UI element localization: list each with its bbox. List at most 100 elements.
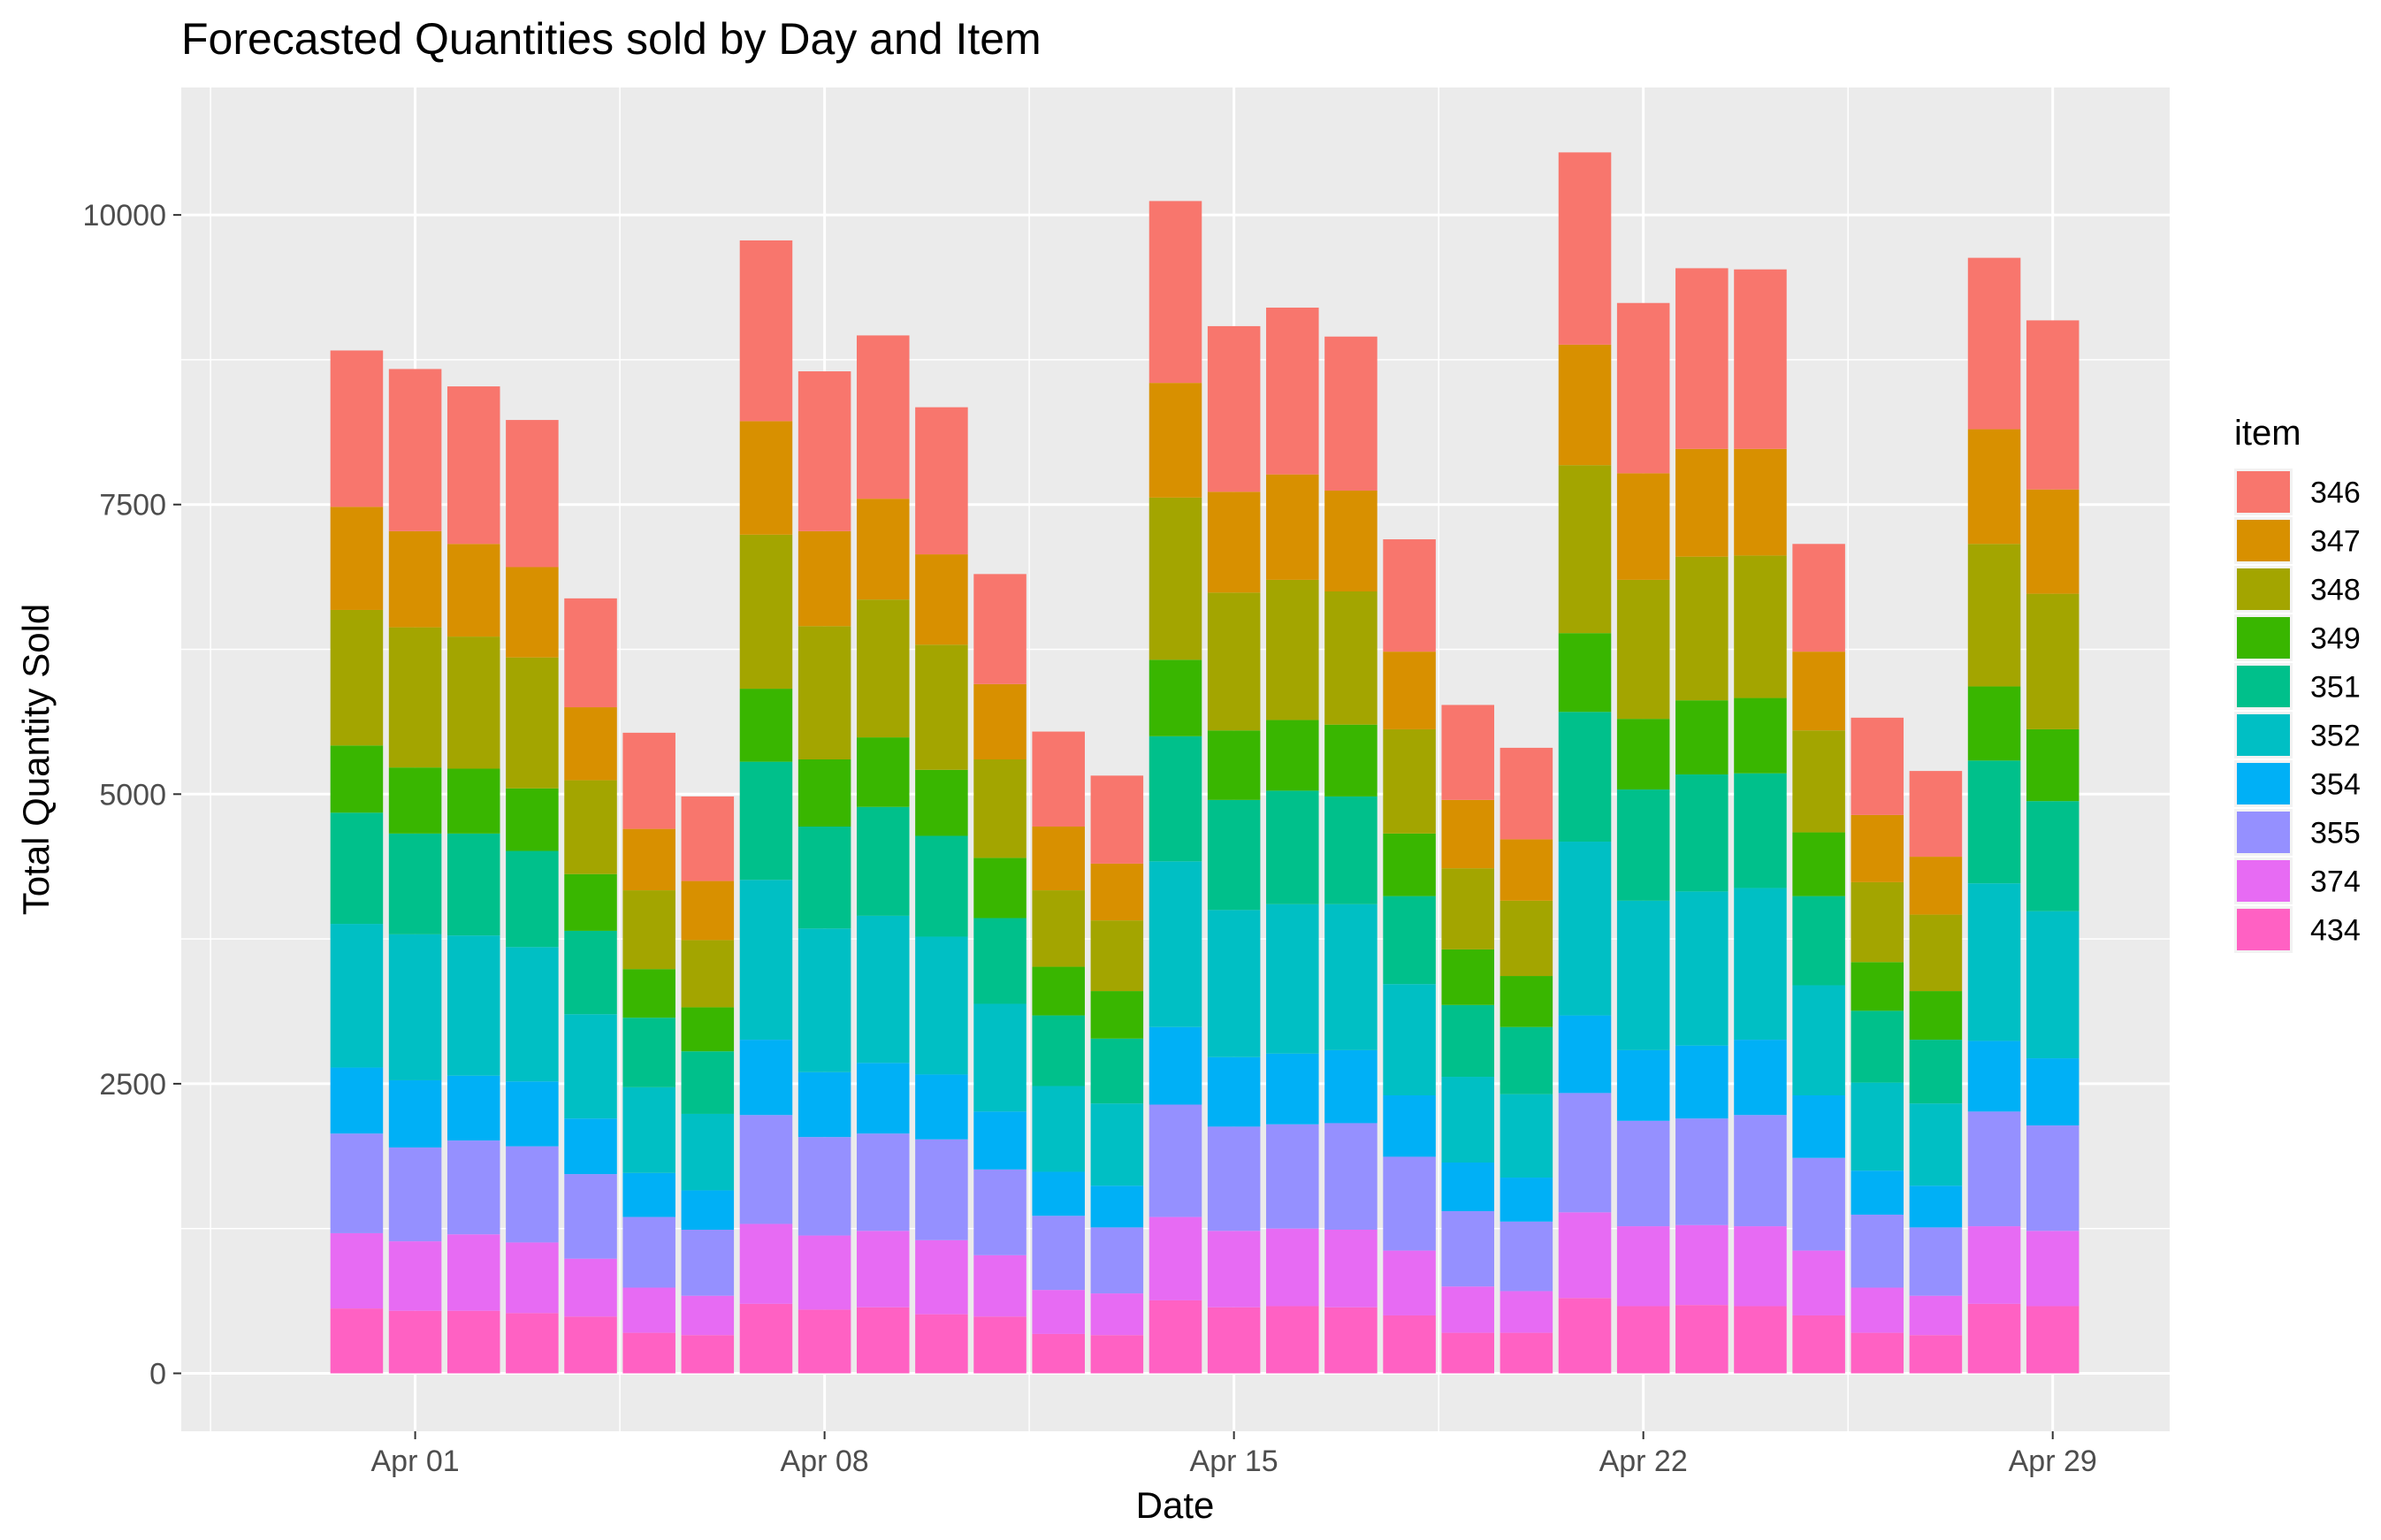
chart-title: Forecasted Quantities sold by Day and It…: [181, 14, 1042, 64]
bar-segment-349: [1792, 832, 1845, 896]
bar-segment-355: [1383, 1156, 1436, 1251]
x-tick-label: Apr 15: [1190, 1445, 1278, 1478]
bar-stack: [1909, 771, 1963, 1374]
y-tick-label: 10000: [82, 199, 166, 233]
legend-swatch: [2237, 714, 2290, 756]
bar-segment-347: [506, 567, 559, 658]
bar-segment-434: [1266, 1306, 1319, 1374]
legend-item: 434: [2234, 906, 2361, 953]
bar-stack: [1851, 717, 1904, 1374]
bar-segment-351: [797, 827, 851, 929]
bar-segment-347: [1967, 429, 2021, 545]
bar-segment-355: [973, 1169, 1026, 1255]
legend: item 346 347 348 349 351 352 354 355 374 434: [2234, 414, 2361, 953]
bar-segment-354: [1266, 1053, 1319, 1125]
bar-segment-347: [1851, 814, 1904, 882]
bar-segment-348: [1851, 881, 1904, 963]
bar-segment-434: [1616, 1306, 1670, 1374]
bar-stack: [1032, 731, 1085, 1374]
legend-swatch: [2237, 860, 2290, 902]
bar-segment-348: [973, 759, 1026, 858]
bar-segment-351: [1383, 896, 1436, 985]
bar-segment-352: [1675, 891, 1729, 1046]
bar-segment-348: [1792, 730, 1845, 833]
x-tick-label: Apr 22: [1599, 1445, 1688, 1478]
bar-segment-354: [446, 1075, 500, 1141]
bar-segment-348: [1383, 728, 1436, 834]
bar-segment-352: [797, 928, 851, 1072]
bar-segment-434: [1500, 1332, 1553, 1374]
bar-segment-352: [446, 935, 500, 1076]
bar-segment-346: [1090, 775, 1144, 864]
bar-stack: [1616, 302, 1670, 1374]
bar-segment-349: [1032, 966, 1085, 1016]
bar-segment-434: [564, 1316, 617, 1374]
bar-segment-349: [915, 769, 968, 836]
bar-segment-347: [973, 683, 1026, 759]
bar-stack: [1324, 336, 1377, 1374]
bar-segment-352: [1266, 903, 1319, 1054]
bar-stack: [446, 386, 500, 1374]
bar-segment-352: [564, 1014, 617, 1119]
bar-stack: [1558, 152, 1612, 1374]
bar-segment-374: [1149, 1216, 1202, 1300]
bar-segment-354: [1558, 1015, 1612, 1094]
bar-segment-355: [388, 1147, 442, 1242]
bar-segment-349: [1441, 949, 1495, 1005]
bar-segment-351: [446, 833, 500, 936]
bar-segment-346: [1675, 268, 1729, 449]
bar-segment-349: [1324, 724, 1377, 797]
bar-segment-355: [564, 1174, 617, 1259]
bar-segment-374: [1675, 1224, 1729, 1306]
bar-segment-347: [1207, 492, 1261, 593]
legend-item: 347: [2234, 517, 2361, 564]
bar-segment-354: [1792, 1095, 1845, 1158]
bar-segment-347: [1675, 448, 1729, 557]
bar-segment-355: [1558, 1093, 1612, 1213]
bar-segment-434: [388, 1310, 442, 1374]
legend-item: 374: [2234, 858, 2361, 904]
bar-segment-434: [681, 1335, 735, 1374]
bar-segment-352: [1441, 1077, 1495, 1163]
bar-segment-355: [1266, 1124, 1319, 1229]
bar-segment-354: [1675, 1045, 1729, 1119]
bar-segment-374: [915, 1239, 968, 1315]
bar-segment-349: [506, 788, 559, 851]
bar-segment-348: [1967, 544, 2021, 687]
bar-segment-349: [1383, 833, 1436, 896]
bar-segment-354: [388, 1079, 442, 1147]
bar-segment-352: [1500, 1094, 1553, 1178]
legend-swatch: [2237, 909, 2290, 950]
bar-segment-351: [681, 1051, 735, 1114]
bar-segment-351: [1792, 896, 1845, 986]
bar-segment-355: [739, 1115, 793, 1224]
bar-segment-354: [797, 1071, 851, 1138]
bar-segment-349: [1675, 700, 1729, 775]
bar-segment-347: [1909, 857, 1963, 915]
bar-segment-354: [1149, 1026, 1202, 1105]
bar-segment-374: [2026, 1231, 2080, 1307]
bar-segment-354: [2026, 1058, 2080, 1126]
legend-item: 355: [2234, 809, 2361, 856]
bar-segment-352: [1909, 1103, 1963, 1186]
bar-segment-348: [739, 534, 793, 690]
legend-label: 348: [2310, 574, 2361, 607]
bar-segment-374: [1090, 1293, 1144, 1336]
bar-segment-349: [856, 737, 910, 807]
bar-segment-347: [915, 554, 968, 645]
bar-segment-374: [1851, 1287, 1904, 1333]
bar-segment-348: [1149, 497, 1202, 660]
bar-segment-348: [797, 626, 851, 759]
bar-segment-374: [1441, 1286, 1495, 1333]
bar-segment-354: [915, 1074, 968, 1140]
legend-title: item: [2234, 414, 2301, 453]
bar-segment-352: [2026, 911, 2080, 1059]
bar-segment-346: [330, 350, 384, 507]
bar-segment-355: [1734, 1115, 1787, 1227]
bar-segment-349: [564, 873, 617, 931]
legend-swatch: [2237, 763, 2290, 804]
bar-segment-348: [1909, 914, 1963, 992]
legend-item: 349: [2234, 614, 2361, 661]
bar-segment-351: [915, 835, 968, 937]
bar-segment-349: [973, 858, 1026, 919]
